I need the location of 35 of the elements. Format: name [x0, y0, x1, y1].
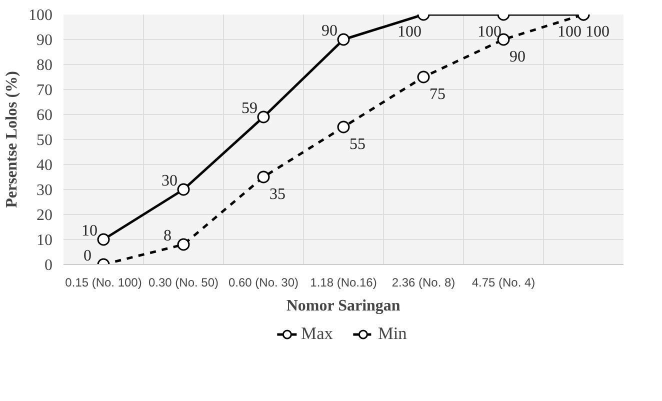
y-tick-label: 70 — [36, 82, 52, 99]
y-tick-label: 20 — [36, 207, 52, 224]
x-tick-label: 2.36 (No. 8) — [392, 276, 456, 290]
x-axis-title: Nomor Saringan — [286, 298, 400, 314]
data-label: 100 — [478, 24, 502, 40]
y-tick-label: 50 — [36, 132, 52, 149]
data-label: 100 — [558, 24, 582, 40]
data-label: 55 — [350, 136, 366, 153]
data-label: 100 — [586, 24, 610, 40]
y-tick-label: 10 — [36, 232, 52, 249]
data-label: 8 — [164, 228, 172, 244]
y-tick-label: 80 — [36, 57, 52, 74]
legend-label: Max — [301, 324, 333, 344]
data-label: 10 — [82, 222, 98, 240]
x-tick-label: 4.75 (No. 4) — [472, 276, 536, 290]
x-tick-label: 0.15 (No. 100) — [65, 276, 142, 290]
data-label: 75 — [430, 86, 446, 103]
data-label: 0 — [84, 248, 92, 264]
x-tick-label: 1.18 (No.16) — [310, 276, 377, 290]
data-label: 59 — [242, 100, 258, 117]
y-tick-label: 90 — [36, 32, 52, 49]
x-tick-label: 0.30 (No. 50) — [148, 276, 219, 290]
data-label: 90 — [510, 48, 526, 66]
y-tick-label: 60 — [36, 107, 52, 124]
data-label: 30 — [162, 172, 178, 190]
data-label: 35 — [270, 186, 286, 203]
y-tick-label: 40 — [36, 157, 52, 174]
data-label: 90 — [322, 22, 338, 40]
y-tick-label: 100 — [28, 7, 52, 24]
legend-label: Min — [378, 324, 407, 344]
x-tick-label: 0.60 (No. 30) — [228, 276, 299, 290]
y-tick-label: 30 — [36, 182, 52, 199]
y-axis-title: Persentse Lolos (%) — [4, 71, 20, 208]
data-label: 100 — [398, 24, 422, 40]
y-tick-label: 0 — [44, 257, 52, 274]
